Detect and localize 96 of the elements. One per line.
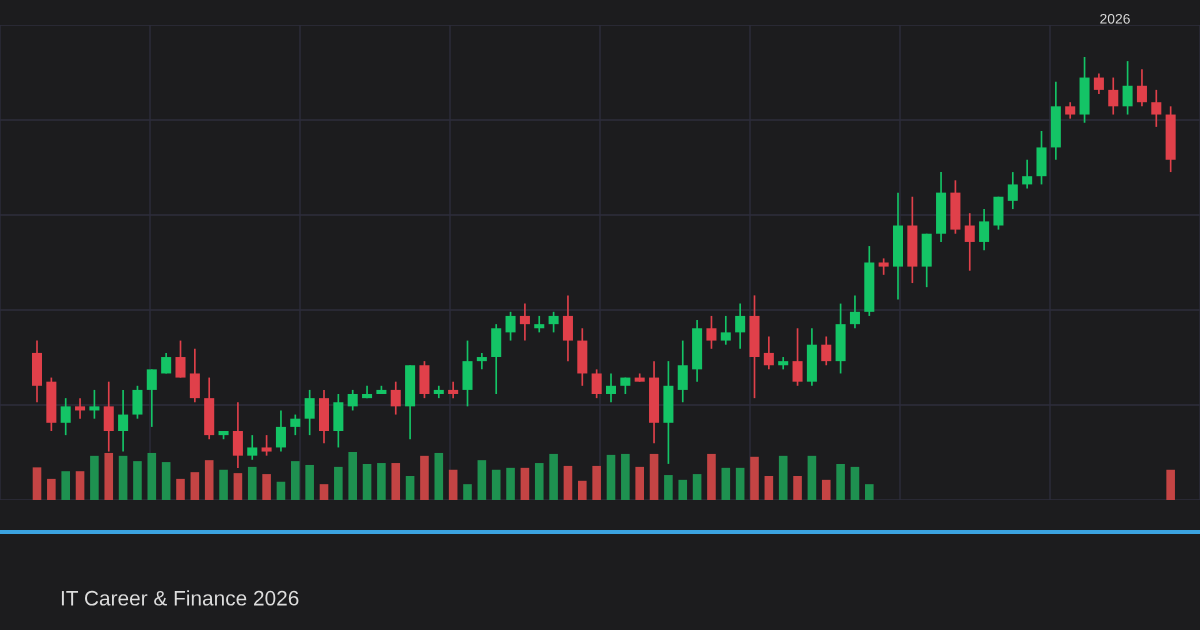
bar: [348, 452, 358, 500]
bar: [32, 467, 42, 500]
candlestick: [1136, 68, 1147, 108]
bar: [420, 455, 429, 500]
candlestick: [247, 434, 258, 461]
bar: [247, 466, 257, 500]
bar: [592, 465, 601, 500]
bar: [291, 461, 300, 500]
bar: [448, 469, 458, 500]
candlestick: [519, 302, 530, 342]
text: IT Career & Finance 2026: [61, 590, 299, 606]
bar: [118, 455, 128, 500]
candlestick: [591, 368, 602, 399]
bar: [707, 453, 716, 500]
bar: [520, 467, 530, 500]
bar: [334, 466, 343, 500]
bar: [391, 463, 401, 500]
candlestick: [1022, 158, 1033, 190]
bar: [721, 467, 731, 500]
bar: [276, 481, 286, 500]
candlestick: [146, 368, 157, 428]
bar: [47, 478, 56, 500]
candlestick: [304, 389, 315, 436]
candlestick: [347, 389, 358, 412]
bar: [506, 467, 515, 500]
bar: [463, 484, 472, 500]
bar: [477, 460, 487, 500]
candlestick: [60, 397, 71, 436]
candlestick: [89, 389, 100, 420]
candlestick: [1108, 76, 1119, 116]
bar: [807, 455, 817, 500]
bar: [133, 461, 142, 500]
candlestick: [964, 212, 975, 272]
candlestick: [261, 434, 272, 457]
bar: [578, 480, 587, 500]
bar: [319, 484, 329, 500]
bar: [90, 455, 99, 500]
bar: [491, 469, 501, 500]
candlestick: [849, 294, 860, 330]
candlestick: [735, 302, 746, 350]
bar: [377, 463, 386, 500]
bar: [750, 456, 759, 500]
bar: [176, 478, 185, 500]
text: 2026: [1100, 13, 1130, 24]
bar: [305, 464, 314, 500]
candlestick: [821, 335, 832, 367]
bar: [649, 453, 659, 500]
bar: [161, 462, 171, 500]
bar: [147, 452, 157, 500]
bar: [764, 476, 774, 500]
candlestick: [75, 397, 86, 420]
bar: [836, 464, 845, 500]
bar: [75, 471, 85, 500]
bar: [262, 474, 271, 500]
bar: [362, 464, 372, 500]
bar: [735, 467, 745, 500]
bar: [405, 476, 415, 500]
bar: [434, 452, 444, 500]
bar: [549, 453, 558, 500]
bar: [635, 466, 644, 500]
bar: [233, 473, 243, 500]
bar: [778, 455, 788, 500]
bar: [850, 466, 860, 500]
candlestick: [605, 372, 617, 404]
candlestick: [275, 409, 286, 453]
bar: [678, 479, 688, 500]
bar: [621, 453, 630, 500]
bar: [104, 452, 114, 500]
candlestick: [1151, 89, 1162, 128]
candlestick: [979, 208, 990, 252]
bar: [219, 469, 228, 500]
candlestick: [720, 315, 731, 346]
bar: [793, 476, 802, 500]
bar: [61, 471, 71, 500]
candlestick: [175, 339, 186, 379]
candlestick: [763, 335, 774, 371]
candlestick: [290, 413, 301, 436]
bar: [664, 475, 673, 500]
bar: [1166, 469, 1175, 500]
bar: [563, 465, 573, 500]
bar: [821, 479, 831, 500]
candlestick: [505, 310, 516, 342]
candlestick: [1007, 171, 1018, 210]
candlestick: [1122, 60, 1133, 116]
bar: [606, 454, 616, 500]
bar: [864, 484, 874, 500]
candlestick: [706, 315, 717, 350]
bar: [534, 463, 544, 500]
candlestick: [792, 327, 803, 387]
candlestick: [548, 310, 559, 334]
candlestick: [390, 380, 401, 416]
candlestick: [1093, 72, 1104, 95]
candlestick: [118, 389, 129, 453]
bar: [190, 472, 200, 500]
bar: [204, 460, 214, 500]
bar: [692, 474, 702, 500]
